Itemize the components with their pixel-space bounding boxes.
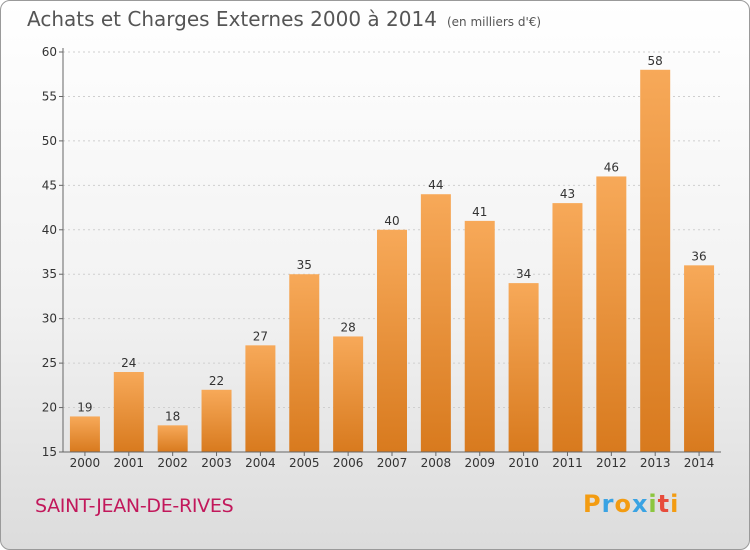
chart-title-text: Achats et Charges Externes 2000 à 2014 — [27, 7, 437, 31]
x-tick-label: 2004 — [245, 456, 276, 470]
bar — [508, 283, 539, 452]
bar — [333, 336, 364, 452]
data-label: 19 — [77, 400, 92, 414]
y-tick-label: 55 — [42, 89, 57, 103]
bar — [464, 220, 495, 452]
data-label: 28 — [340, 320, 355, 334]
data-label: 44 — [428, 178, 443, 192]
data-label: 18 — [165, 409, 180, 423]
data-label: 34 — [516, 267, 531, 281]
x-tick-label: 2011 — [552, 456, 583, 470]
logo-letter: i — [670, 490, 680, 518]
y-tick-label: 35 — [42, 267, 57, 281]
bar — [69, 416, 100, 452]
bar — [245, 345, 276, 452]
data-label: 46 — [604, 160, 619, 174]
logo-letter: r — [601, 490, 615, 518]
y-tick-label: 40 — [42, 223, 57, 237]
y-tick-label: 30 — [42, 312, 57, 326]
data-label: 58 — [648, 54, 663, 68]
bar — [113, 372, 144, 452]
x-tick-label: 2010 — [508, 456, 539, 470]
bar — [684, 265, 715, 452]
bar — [552, 203, 583, 452]
x-tick-label: 2008 — [421, 456, 452, 470]
data-label: 40 — [384, 214, 399, 228]
data-label: 43 — [560, 187, 575, 201]
x-tick-label: 2013 — [640, 456, 671, 470]
logo-letter: t — [657, 490, 671, 518]
place-name: SAINT-JEAN-DE-RIVES — [35, 495, 234, 517]
x-tick-label: 2002 — [157, 456, 188, 470]
bar — [377, 229, 407, 452]
bar — [596, 176, 627, 452]
x-tick-label: 2012 — [596, 456, 627, 470]
chart-title: Achats et Charges Externes 2000 à 2014 (e… — [27, 7, 541, 31]
y-tick-label: 45 — [42, 178, 57, 192]
data-label: 27 — [253, 329, 268, 343]
logo-letter: P — [583, 490, 602, 518]
y-tick-label: 50 — [42, 134, 57, 148]
proxiti-logo: Proxiti — [583, 490, 679, 518]
y-tick-label: 15 — [42, 445, 57, 459]
data-label: 22 — [209, 374, 224, 388]
logo-letter: x — [631, 490, 649, 518]
y-tick-label: 25 — [42, 356, 57, 370]
bar — [289, 274, 320, 452]
bar — [640, 69, 671, 453]
bar — [420, 194, 451, 452]
bar — [201, 389, 232, 452]
bar — [157, 425, 188, 452]
data-label: 24 — [121, 356, 136, 370]
data-label: 35 — [297, 258, 312, 272]
logo-letter: o — [614, 490, 632, 518]
x-tick-label: 2001 — [114, 456, 145, 470]
y-tick-label: 20 — [42, 401, 57, 415]
x-tick-label: 2014 — [684, 456, 715, 470]
x-tick-label: 2006 — [333, 456, 364, 470]
chart-unit-note: (en milliers d'€) — [446, 15, 542, 29]
x-tick-label: 2007 — [377, 456, 408, 470]
data-label: 41 — [472, 205, 487, 219]
x-tick-label: 2003 — [201, 456, 232, 470]
x-tick-label: 2005 — [289, 456, 320, 470]
x-tick-label: 2000 — [70, 456, 101, 470]
y-tick-label: 60 — [42, 45, 57, 59]
x-tick-label: 2009 — [464, 456, 495, 470]
data-label: 36 — [691, 249, 706, 263]
logo-letter: i — [648, 490, 658, 518]
